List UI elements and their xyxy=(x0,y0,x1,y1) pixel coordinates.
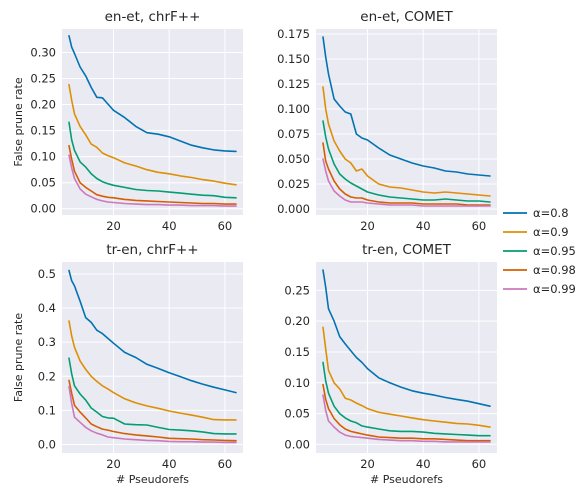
y-tick-label: 0.1 xyxy=(38,403,56,417)
series-line-α=0.99 xyxy=(68,385,237,444)
plot-area-2 xyxy=(62,262,243,453)
x-tick-label: 60 xyxy=(472,219,487,233)
y-tick-label: 0.100 xyxy=(277,102,310,116)
x-tick-label: 20 xyxy=(360,457,375,471)
x-tick-label: 20 xyxy=(360,219,375,233)
series-line-α=0.98 xyxy=(68,144,237,205)
x-tick-label: 20 xyxy=(106,457,121,471)
series-line-α=0.9 xyxy=(68,320,237,421)
legend-label: α=0.8 xyxy=(533,206,569,220)
y-tick-label: 0.5 xyxy=(38,267,56,281)
series-line-α=0.8 xyxy=(322,36,491,177)
y-tick-label: 0.075 xyxy=(277,127,310,141)
series-line-α=0.8 xyxy=(68,269,237,394)
y-tick-label: 0.00 xyxy=(284,437,310,451)
x-tick-label: 40 xyxy=(162,219,177,233)
y-tick-label: 0.25 xyxy=(284,283,310,297)
series-line-α=0.9 xyxy=(68,83,237,186)
panel-title: en-et, COMET xyxy=(360,9,453,25)
x-axis-label: # Pseudorefs xyxy=(370,473,443,486)
series-line-α=0.98 xyxy=(68,379,237,442)
y-tick-label: 0.25 xyxy=(30,71,56,85)
y-tick-label: 0.05 xyxy=(30,176,56,190)
y-tick-label: 0.175 xyxy=(277,27,310,41)
series-line-α=0.99 xyxy=(322,394,491,443)
y-tick-label: 0.000 xyxy=(277,202,310,216)
y-tick-label: 0.4 xyxy=(38,301,56,315)
y-tick-label: 0.125 xyxy=(277,77,310,91)
y-tick-label: 0.00 xyxy=(30,202,56,216)
y-tick-label: 0.20 xyxy=(30,98,56,112)
x-tick-label: 60 xyxy=(472,457,487,471)
y-tick-label: 0.15 xyxy=(30,124,56,138)
series-line-α=0.95 xyxy=(68,121,237,199)
x-tick-label: 40 xyxy=(416,219,431,233)
y-tick-label: 0.150 xyxy=(277,52,310,66)
panel-title: en-et, chrF++ xyxy=(105,9,201,25)
y-tick-label: 0.30 xyxy=(30,45,56,59)
legend-label: α=0.9 xyxy=(533,225,569,239)
series-line-α=0.8 xyxy=(322,269,491,408)
series-line-α=0.95 xyxy=(68,357,237,435)
series-line-α=0.99 xyxy=(322,158,491,207)
legend-label: α=0.99 xyxy=(533,282,576,296)
x-axis-label: # Pseudorefs xyxy=(116,473,189,486)
x-tick-label: 60 xyxy=(218,457,233,471)
panel-title: tr-en, chrF++ xyxy=(106,242,198,258)
y-tick-label: 0.10 xyxy=(284,376,310,390)
x-tick-label: 40 xyxy=(416,457,431,471)
y-tick-label: 0.05 xyxy=(284,407,310,421)
legend-label: α=0.98 xyxy=(533,263,576,277)
y-tick-label: 0.3 xyxy=(38,335,56,349)
series-line-α=0.95 xyxy=(322,361,491,437)
y-tick-label: 0.10 xyxy=(30,150,56,164)
series-line-α=0.95 xyxy=(322,120,491,203)
y-tick-label: 0.025 xyxy=(277,177,310,191)
y-tick-label: 0.0 xyxy=(38,437,56,451)
series-line-α=0.8 xyxy=(68,34,237,153)
x-tick-label: 40 xyxy=(162,457,177,471)
y-axis-label: False prune rate xyxy=(12,77,25,166)
plot-area-3 xyxy=(316,262,497,453)
series-line-α=0.98 xyxy=(322,383,491,442)
series-line-α=0.99 xyxy=(68,154,237,207)
y-tick-label: 0.20 xyxy=(284,314,310,328)
series-line-α=0.98 xyxy=(322,142,491,206)
x-tick-label: 60 xyxy=(218,219,233,233)
y-tick-label: 0.15 xyxy=(284,345,310,359)
legend-label: α=0.95 xyxy=(533,244,576,258)
series-line-α=0.9 xyxy=(322,86,491,197)
series-line-α=0.9 xyxy=(322,326,491,428)
x-tick-label: 20 xyxy=(106,219,121,233)
plot-area-1 xyxy=(316,29,497,215)
panel-title: tr-en, COMET xyxy=(362,242,452,258)
y-axis-label: False prune rate xyxy=(12,313,25,402)
y-tick-label: 0.2 xyxy=(38,369,56,383)
plot-area-0 xyxy=(62,29,243,215)
y-tick-label: 0.050 xyxy=(277,152,310,166)
